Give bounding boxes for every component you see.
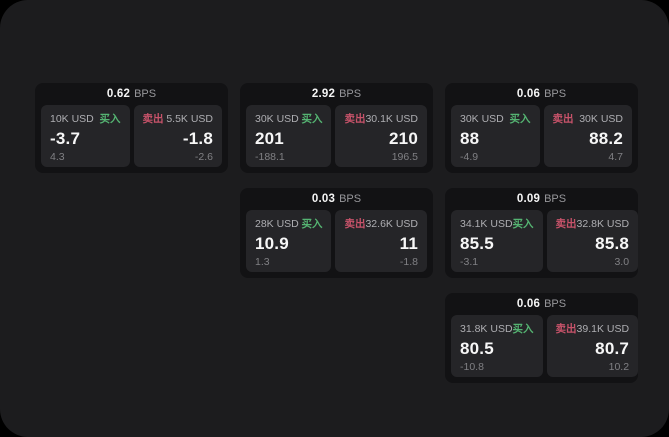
buy-price: 10.9 xyxy=(255,234,289,254)
bps-unit-label: BPS xyxy=(339,88,362,100)
bps-header: 0.03 BPS xyxy=(240,188,433,210)
buy-side-label: 买入 xyxy=(512,323,534,335)
bps-unit-label: BPS xyxy=(544,298,567,310)
bps-header: 0.06 BPS xyxy=(445,83,638,105)
buy-tile[interactable]: 34.1K USD 买入 85.5 -3.1 xyxy=(451,210,543,272)
sell-delta: -1.8 xyxy=(399,255,418,268)
buy-amount: 31.8K USD xyxy=(460,322,513,335)
buy-amount: 30K USD xyxy=(460,112,504,125)
bps-value: 0.09 xyxy=(516,193,541,205)
buy-side-label: 买入 xyxy=(512,218,534,230)
buy-price: 80.5 xyxy=(460,339,494,359)
sell-tile[interactable]: 卖出 5.5K USD -1.8 -2.6 xyxy=(133,105,222,167)
bps-header: 0.62 BPS xyxy=(35,83,228,105)
buy-tile[interactable]: 31.8K USD 买入 80.5 -10.8 xyxy=(451,315,543,377)
sell-side-label: 卖出 xyxy=(555,218,577,230)
sell-delta: -2.6 xyxy=(194,150,213,163)
quote-card: 0.62 BPS 10K USD 买入 -3.7 4.3 卖出 5.5K USD… xyxy=(35,83,228,173)
sell-side-label: 卖出 xyxy=(552,113,574,125)
quote-card: 0.03 BPS 28K USD 买入 10.9 1.3 卖出 32.6K US… xyxy=(240,188,433,278)
bps-unit-label: BPS xyxy=(544,88,567,100)
bps-value: 0.06 xyxy=(516,298,541,310)
sell-amount: 39.1K USD xyxy=(576,322,630,335)
bps-value: 0.06 xyxy=(516,88,541,100)
sell-tile[interactable]: 卖出 30.1K USD 210 196.5 xyxy=(335,105,427,167)
buy-tile[interactable]: 10K USD 买入 -3.7 4.3 xyxy=(41,105,130,167)
sell-side-label: 卖出 xyxy=(344,113,366,125)
sell-price: 88.2 xyxy=(589,129,623,149)
buy-delta: -4.9 xyxy=(460,150,479,163)
sell-tile[interactable]: 卖出 30K USD 88.2 4.7 xyxy=(543,105,632,167)
buy-delta: -188.1 xyxy=(255,150,285,163)
bps-header: 0.06 BPS xyxy=(445,293,638,315)
sell-amount: 32.8K USD xyxy=(576,217,630,230)
sell-side-label: 卖出 xyxy=(344,218,366,230)
buy-amount: 34.1K USD xyxy=(460,217,513,230)
sell-amount: 30.1K USD xyxy=(365,112,418,125)
sell-delta: 3.0 xyxy=(614,255,630,268)
bps-value: 2.92 xyxy=(311,88,336,100)
sell-side-label: 卖出 xyxy=(555,323,577,335)
bps-unit-label: BPS xyxy=(134,88,157,100)
sell-tile[interactable]: 卖出 32.8K USD 85.8 3.0 xyxy=(546,210,639,272)
buy-tile[interactable]: 30K USD 买入 88 -4.9 xyxy=(451,105,540,167)
sell-price: 210 xyxy=(389,129,418,149)
buy-amount: 10K USD xyxy=(50,112,94,125)
sell-delta: 196.5 xyxy=(391,150,418,163)
quote-card: 0.06 BPS 31.8K USD 买入 80.5 -10.8 卖出 39.1… xyxy=(445,293,639,383)
quote-card: 2.92 BPS 30K USD 买入 201 -188.1 卖出 30.1K … xyxy=(240,83,433,173)
sell-delta: 4.7 xyxy=(608,150,623,163)
buy-delta: 1.3 xyxy=(255,255,270,268)
bps-header: 2.92 BPS xyxy=(240,83,433,105)
sell-price: 80.7 xyxy=(595,339,630,359)
buy-amount: 28K USD xyxy=(255,217,299,230)
sell-price: 11 xyxy=(399,234,418,254)
bps-header: 0.09 BPS xyxy=(445,188,638,210)
buy-side-label: 买入 xyxy=(99,113,121,125)
sell-side-label: 卖出 xyxy=(142,113,164,125)
bps-value: 0.03 xyxy=(311,193,336,205)
buy-tile[interactable]: 28K USD 买入 10.9 1.3 xyxy=(246,210,332,272)
bps-unit-label: BPS xyxy=(544,193,567,205)
buy-price: 201 xyxy=(255,129,284,149)
sell-price: 85.8 xyxy=(595,234,630,254)
buy-tile[interactable]: 30K USD 买入 201 -188.1 xyxy=(246,105,332,167)
buy-delta: -3.1 xyxy=(460,255,479,268)
buy-delta: 4.3 xyxy=(50,150,65,163)
sell-tile[interactable]: 卖出 39.1K USD 80.7 10.2 xyxy=(546,315,639,377)
buy-price: -3.7 xyxy=(50,129,81,149)
sell-amount: 5.5K USD xyxy=(166,112,213,125)
buy-side-label: 买入 xyxy=(301,218,323,230)
sell-price: -1.8 xyxy=(182,129,213,149)
buy-delta: -10.8 xyxy=(460,360,484,373)
buy-price: 85.5 xyxy=(460,234,494,254)
quote-card: 0.09 BPS 34.1K USD 买入 85.5 -3.1 卖出 32.8K… xyxy=(445,188,639,278)
buy-side-label: 买入 xyxy=(301,113,323,125)
bps-unit-label: BPS xyxy=(339,193,362,205)
bps-value: 0.62 xyxy=(106,88,131,100)
buy-price: 88 xyxy=(460,129,480,149)
buy-side-label: 买入 xyxy=(509,113,531,125)
sell-delta: 10.2 xyxy=(608,360,630,373)
sell-amount: 32.6K USD xyxy=(365,217,418,230)
quote-card: 0.06 BPS 30K USD 买入 88 -4.9 卖出 30K USD 8… xyxy=(445,83,638,173)
sell-tile[interactable]: 卖出 32.6K USD 11 -1.8 xyxy=(335,210,427,272)
buy-amount: 30K USD xyxy=(255,112,299,125)
sell-amount: 30K USD xyxy=(579,112,623,125)
